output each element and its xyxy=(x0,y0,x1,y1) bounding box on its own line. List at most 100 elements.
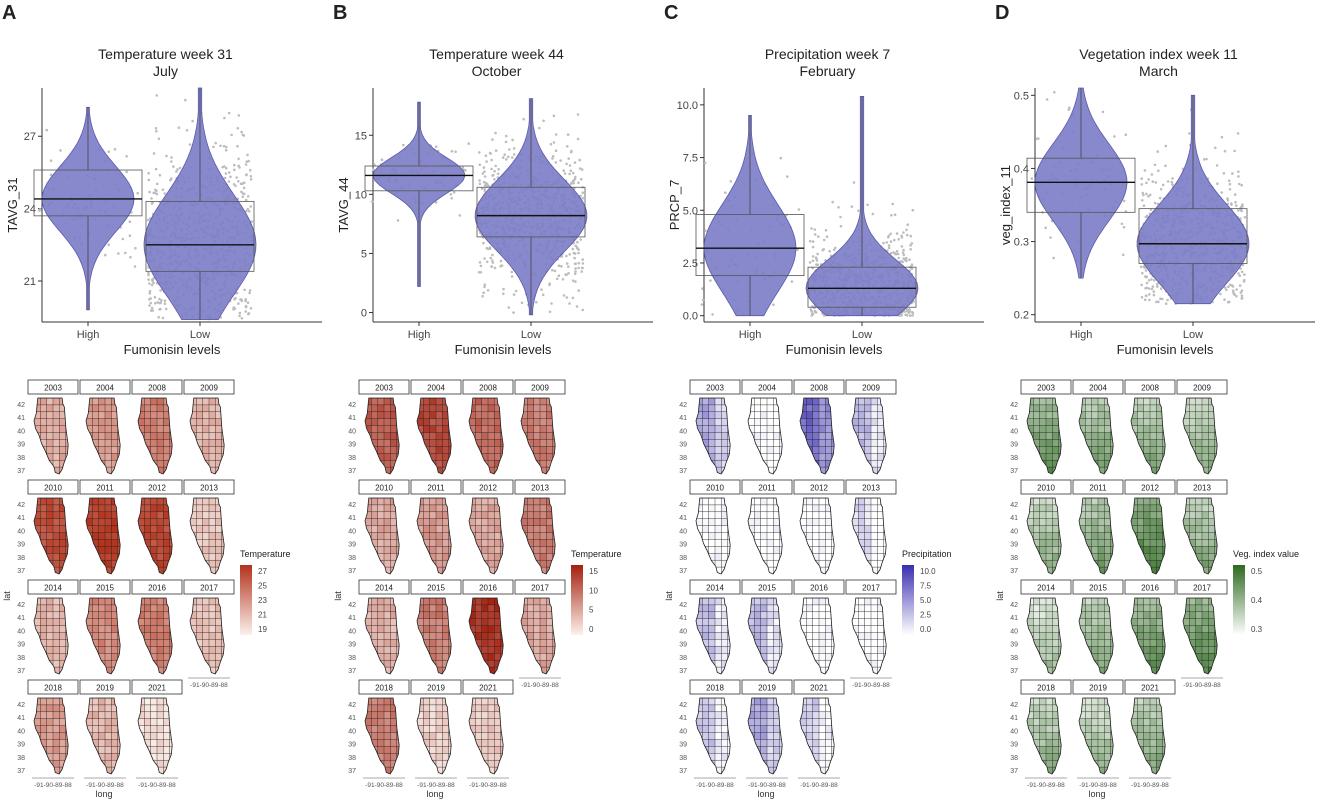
jitter-point xyxy=(233,163,236,167)
county xyxy=(196,559,204,568)
jitter-point xyxy=(900,245,904,248)
county xyxy=(98,466,106,474)
county xyxy=(481,566,489,574)
county xyxy=(812,418,820,427)
state-outline xyxy=(137,697,173,775)
county xyxy=(383,425,391,433)
county xyxy=(423,432,431,440)
facet-strip xyxy=(131,679,183,695)
jitter-point xyxy=(227,111,231,115)
jitter-point xyxy=(235,291,239,295)
county xyxy=(533,666,541,674)
county xyxy=(104,404,112,413)
county xyxy=(423,498,431,506)
county xyxy=(98,625,106,633)
county xyxy=(221,404,225,413)
legend-colorbar xyxy=(240,565,252,635)
county xyxy=(748,453,755,461)
county xyxy=(521,566,528,574)
county xyxy=(552,459,556,468)
state-outline xyxy=(468,697,504,775)
county xyxy=(714,446,722,454)
county xyxy=(442,518,450,527)
county xyxy=(202,639,210,647)
county xyxy=(169,604,173,613)
county xyxy=(98,411,106,420)
y-tick-label: 27 xyxy=(24,131,36,143)
facet-2008: 2008 xyxy=(131,379,183,475)
jitter-point xyxy=(483,190,487,193)
county xyxy=(883,466,887,474)
county xyxy=(208,425,216,433)
county xyxy=(448,666,452,674)
county xyxy=(117,598,121,606)
county xyxy=(858,411,866,420)
county xyxy=(721,418,729,427)
county xyxy=(396,566,400,574)
county xyxy=(52,746,60,754)
county xyxy=(448,704,452,713)
county xyxy=(34,446,41,454)
county xyxy=(86,746,93,754)
county xyxy=(98,711,106,720)
county xyxy=(34,753,41,761)
jitter-point xyxy=(248,291,251,295)
county xyxy=(383,611,391,620)
county xyxy=(377,766,385,774)
county xyxy=(390,625,398,633)
county xyxy=(156,425,164,433)
county xyxy=(86,546,93,554)
county xyxy=(481,539,489,547)
county xyxy=(52,518,60,527)
jitter-point xyxy=(493,266,497,270)
county xyxy=(215,553,223,561)
county xyxy=(52,611,60,620)
jitter-point xyxy=(825,235,829,238)
county xyxy=(487,539,495,547)
jitter-point xyxy=(905,256,908,260)
county xyxy=(481,546,489,554)
county xyxy=(714,439,722,447)
jitter-point xyxy=(893,238,896,242)
jitter-point xyxy=(161,188,165,191)
county xyxy=(92,766,100,774)
county xyxy=(494,732,502,740)
county xyxy=(215,618,223,627)
county xyxy=(65,539,69,547)
county xyxy=(469,646,476,654)
county xyxy=(539,418,547,427)
lat-tick-label: 39 xyxy=(17,742,25,749)
county xyxy=(111,618,119,627)
jitter-point xyxy=(478,261,482,264)
county xyxy=(442,718,450,727)
panel-c: C Precipitation week 7 February 0.0 2.5 5.0 7.… xyxy=(662,0,993,812)
county xyxy=(469,746,476,754)
county xyxy=(169,518,173,527)
county xyxy=(779,559,783,568)
county xyxy=(423,759,431,768)
county xyxy=(423,625,431,633)
jitter-point xyxy=(889,232,892,236)
jitter-point xyxy=(565,254,568,258)
county xyxy=(533,611,541,620)
county xyxy=(52,432,60,440)
county xyxy=(104,711,112,720)
jitter-point xyxy=(828,249,831,253)
jitter-point xyxy=(911,208,915,212)
county xyxy=(52,753,60,761)
county xyxy=(46,498,54,506)
jitter-point xyxy=(497,168,500,171)
jitter-point xyxy=(214,141,217,145)
jitter-point xyxy=(908,258,911,262)
county xyxy=(877,446,885,454)
facet-strip xyxy=(27,579,79,595)
county xyxy=(190,653,197,661)
county xyxy=(877,432,885,440)
county xyxy=(442,425,450,433)
jitter-point xyxy=(562,294,566,297)
county xyxy=(773,446,781,454)
county xyxy=(86,459,93,468)
county xyxy=(202,546,210,554)
